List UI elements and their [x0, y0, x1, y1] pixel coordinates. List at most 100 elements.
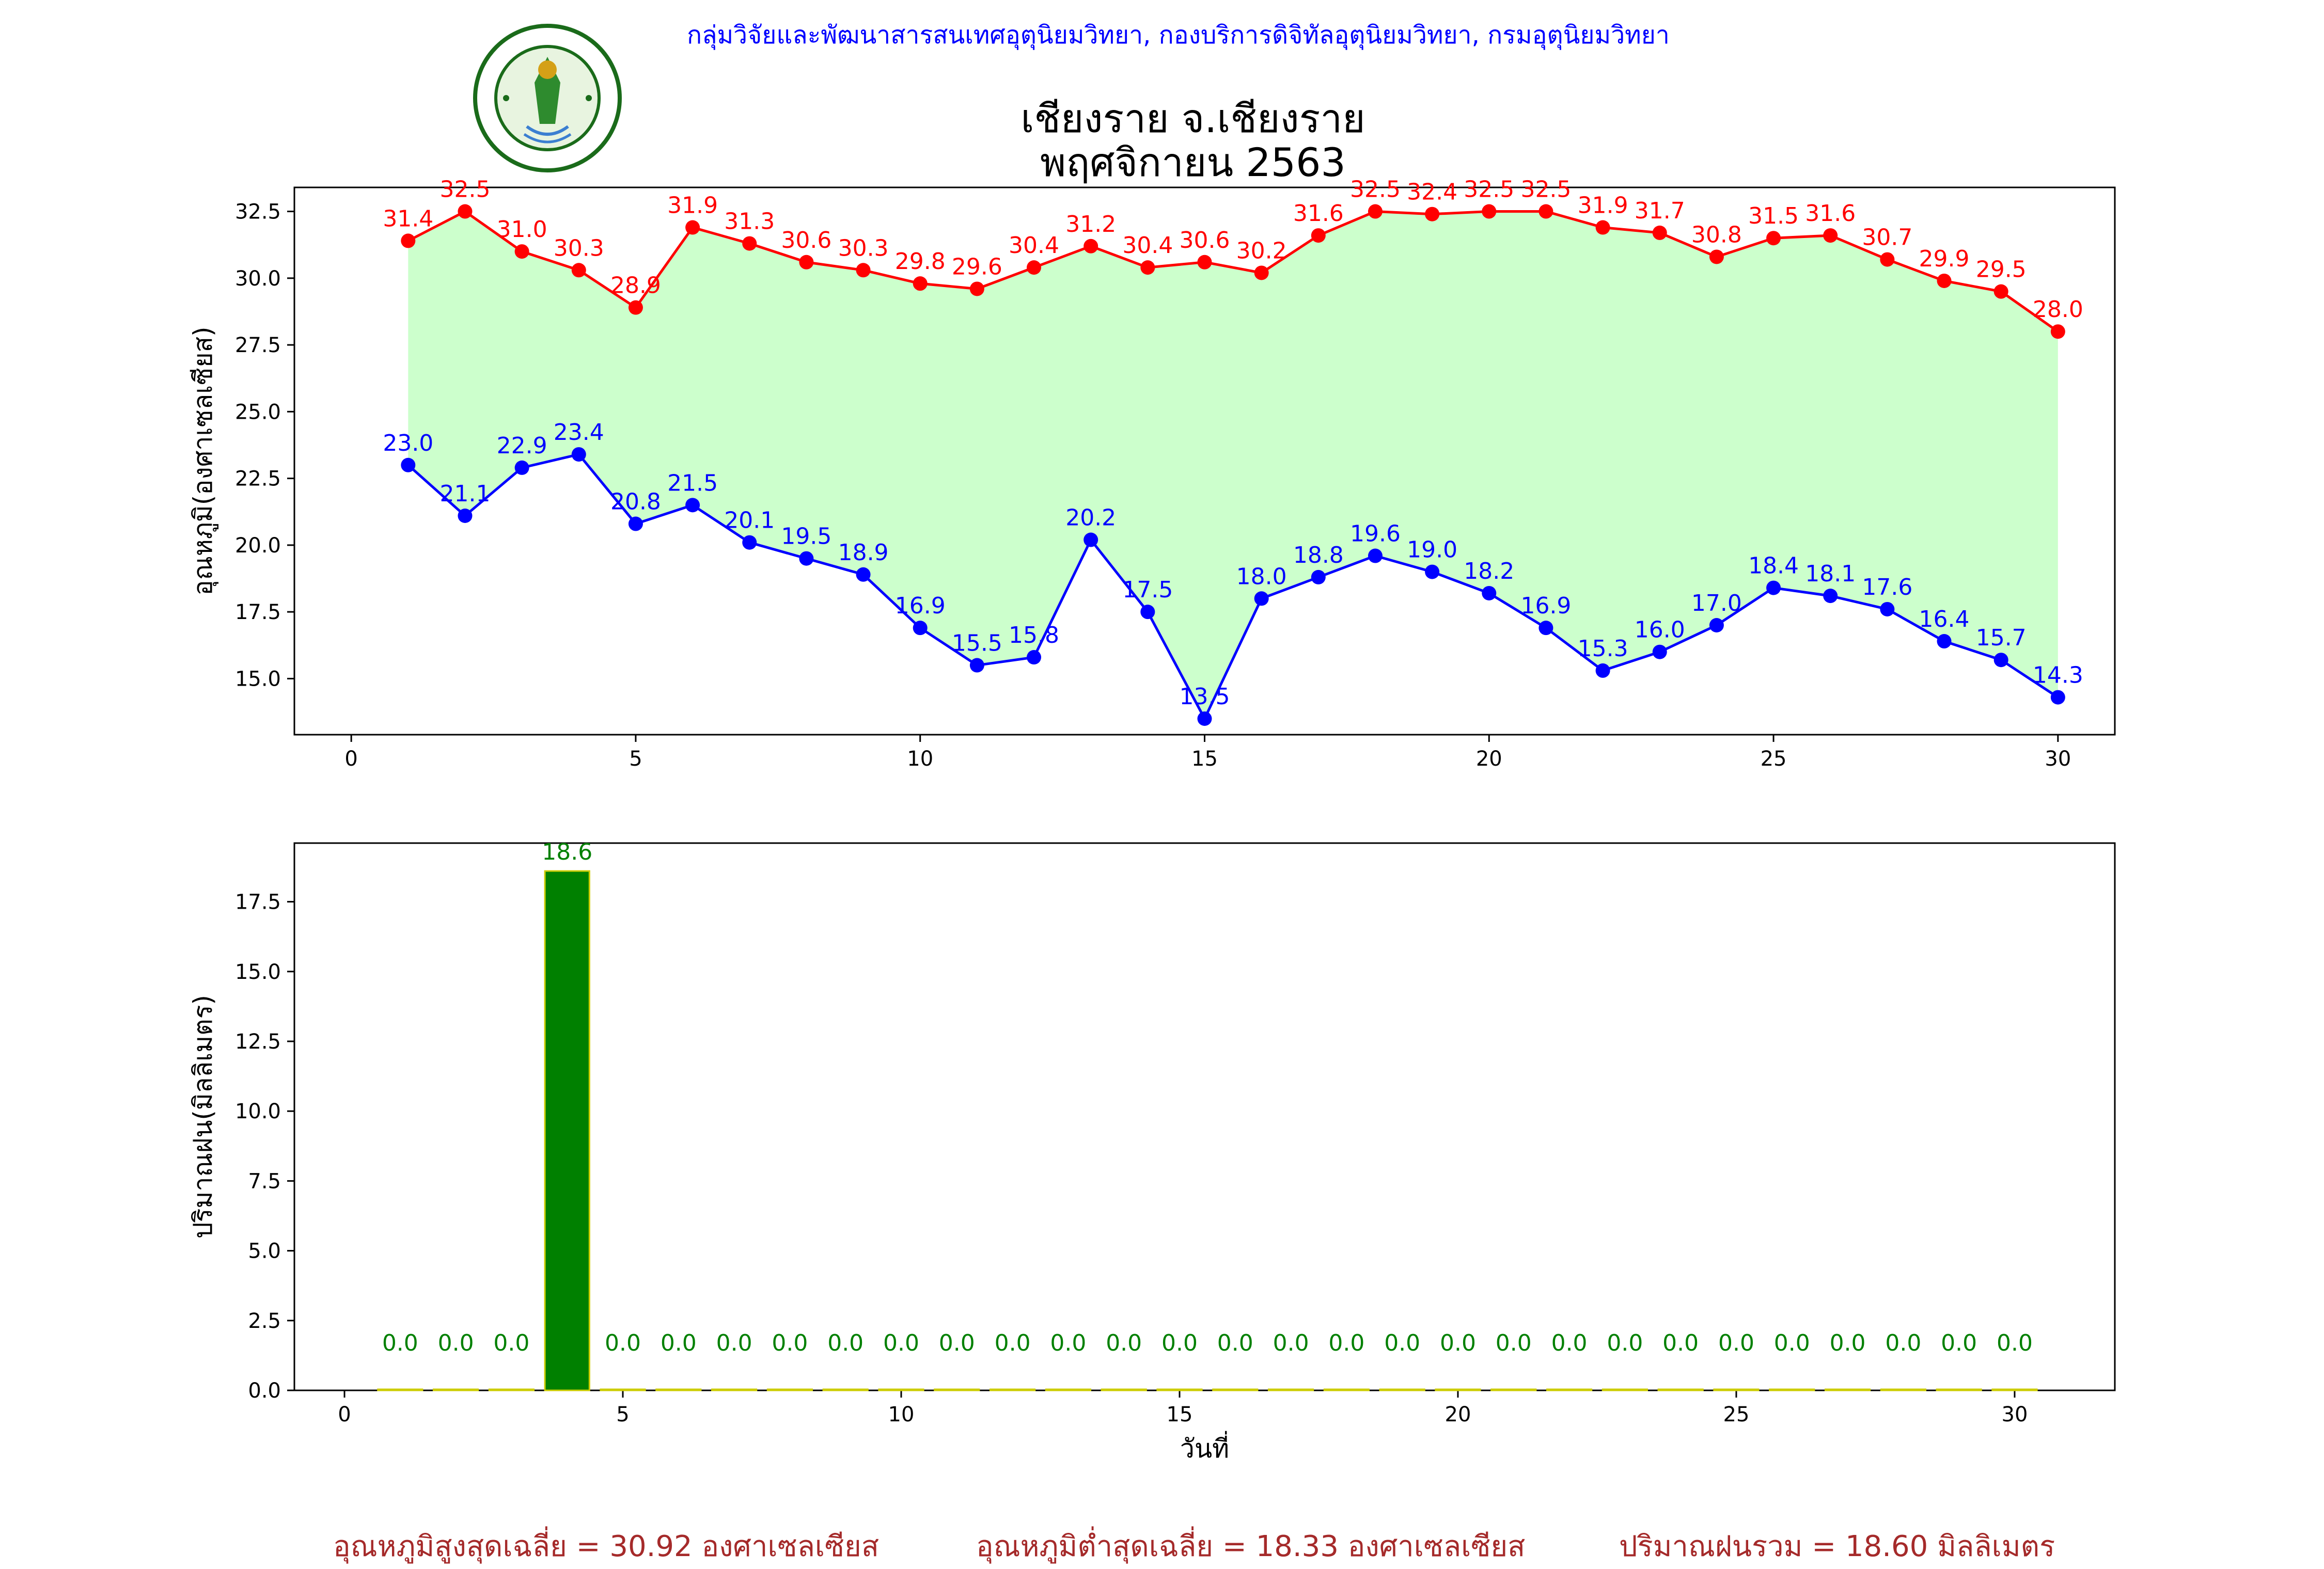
rain-bar [766, 1388, 813, 1391]
data-point-max [1084, 239, 1098, 253]
rain-value-label: 0.0 [1941, 1330, 1977, 1356]
data-point-max [1425, 207, 1440, 221]
data-label-max: 32.4 [1407, 179, 1457, 205]
data-label-min: 20.2 [1065, 505, 1116, 531]
data-point-max [514, 244, 529, 259]
data-point-max [799, 255, 814, 270]
data-point-max [1595, 220, 1610, 235]
data-point-max [969, 281, 984, 296]
rain-bar [1212, 1388, 1259, 1391]
data-label-min: 19.0 [1407, 537, 1457, 563]
data-label-max: 31.6 [1805, 200, 1856, 227]
data-point-min [1937, 634, 1952, 649]
data-point-max [1652, 225, 1667, 240]
rain-bar [432, 1388, 479, 1391]
rain-value-label: 0.0 [1273, 1330, 1309, 1356]
rain-bar [1379, 1388, 1425, 1391]
data-label-max: 31.3 [724, 209, 775, 235]
data-point-min [1140, 605, 1155, 620]
rain-value-label: 0.0 [1997, 1330, 2033, 1356]
data-label-max: 31.7 [1635, 198, 1685, 224]
data-label-min: 13.5 [1180, 684, 1230, 710]
data-label-max: 31.5 [1748, 203, 1799, 229]
rain-bar [1435, 1388, 1481, 1391]
plot-frame [293, 842, 2116, 1391]
data-label-max: 28.9 [610, 273, 661, 299]
y-tick-label: 0.0 [248, 1379, 281, 1403]
data-point-max [1368, 204, 1383, 219]
data-label-min: 16.0 [1635, 617, 1685, 643]
data-label-min: 19.5 [781, 524, 831, 550]
rain-bar [1713, 1388, 1760, 1391]
data-point-min [799, 551, 814, 566]
data-label-max: 31.9 [1578, 193, 1628, 219]
y-tick-label: 30.0 [235, 267, 281, 291]
data-point-min [1538, 621, 1553, 636]
meteorological-department-logo [473, 24, 622, 172]
data-label-min: 16.9 [895, 593, 946, 619]
footer-rain-total: ปริมาณฝนรวม = 18.60 มิลลิเมตร [1619, 1530, 2055, 1563]
data-point-max [913, 276, 928, 291]
data-point-max [1311, 228, 1326, 243]
rain-value-label: 0.0 [716, 1330, 752, 1356]
rain-bar [377, 1388, 423, 1391]
data-point-min [514, 460, 529, 475]
rain-value-label: 0.0 [1718, 1330, 1754, 1356]
data-label-max: 31.0 [497, 216, 547, 243]
rain-value-label: 0.0 [1885, 1330, 1921, 1356]
x-tick-label: 25 [1723, 1403, 1750, 1427]
y-tick-label: 17.5 [235, 891, 281, 914]
x-tick-label: 20 [1476, 747, 1502, 771]
data-point-min [1311, 569, 1326, 584]
x-tick-label: 15 [1167, 1403, 1193, 1427]
rain-bar [1880, 1388, 1926, 1391]
rain-value-label: 0.0 [493, 1330, 529, 1356]
rain-value-label: 0.0 [605, 1330, 641, 1356]
chart-title-month: พฤศจิกายน 2563 [1040, 139, 1346, 185]
data-label-min: 22.9 [497, 433, 547, 459]
rain-value-label: 0.0 [1607, 1330, 1643, 1356]
data-point-max [1254, 265, 1269, 280]
data-point-max [458, 204, 473, 219]
data-label-max: 29.9 [1919, 246, 1970, 272]
rain-bar [711, 1388, 758, 1391]
data-label-min: 16.4 [1919, 606, 1970, 632]
data-label-max: 28.0 [2033, 296, 2083, 323]
x-tick-label: 10 [907, 747, 933, 771]
data-point-max [1766, 231, 1781, 246]
data-point-min [628, 516, 643, 531]
rain-value-label: 0.0 [939, 1330, 975, 1356]
data-point-max [1197, 255, 1212, 270]
x-tick-label: 5 [629, 747, 642, 771]
y-tick-label: 15.0 [235, 667, 281, 691]
data-point-max [685, 220, 700, 235]
x-tick-label: 10 [888, 1403, 915, 1427]
data-label-min: 15.5 [952, 630, 1002, 657]
rain-bar [1490, 1388, 1537, 1391]
data-point-min [1368, 548, 1383, 563]
y-tick-label: 10.0 [235, 1100, 281, 1123]
data-label-min: 15.7 [1976, 625, 2027, 651]
data-point-min [1709, 618, 1724, 632]
data-label-min: 16.9 [1520, 593, 1571, 619]
data-label-min: 18.1 [1805, 561, 1856, 587]
data-label-min: 18.0 [1236, 563, 1287, 590]
data-point-min [913, 621, 928, 636]
data-point-min [1993, 653, 2008, 668]
data-label-max: 30.4 [1122, 232, 1173, 259]
rain-bar [1936, 1388, 1982, 1391]
data-label-min: 21.5 [667, 470, 718, 496]
data-label-min: 18.2 [1464, 558, 1514, 584]
data-label-max: 31.4 [383, 205, 433, 232]
data-label-max: 30.6 [781, 227, 831, 253]
data-label-max: 30.3 [554, 235, 604, 261]
rain-value-label: 0.0 [1328, 1330, 1364, 1356]
y-tick-label: 22.5 [235, 467, 281, 491]
data-point-min [571, 447, 586, 462]
footer-max-average: อุณหภูมิสูงสุดเฉลี่ย = 30.92 องศาเซลเซีย… [333, 1530, 880, 1563]
rain-bar [934, 1388, 980, 1391]
data-label-min: 20.8 [610, 489, 661, 515]
data-point-min [1425, 564, 1440, 579]
data-point-min [458, 509, 473, 523]
rain-bar [878, 1388, 924, 1391]
